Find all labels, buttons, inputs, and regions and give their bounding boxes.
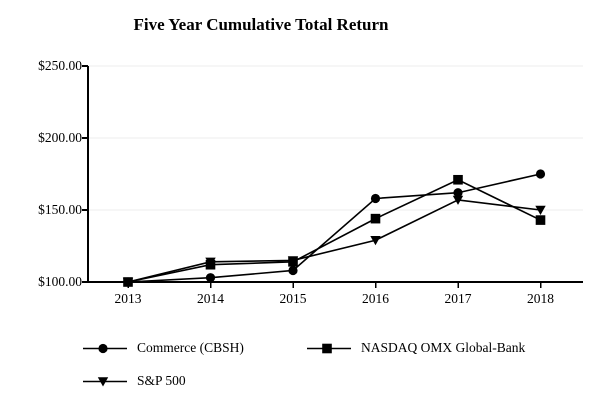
gridlines — [88, 65, 583, 211]
data-point-marker — [535, 169, 546, 179]
data-point-marker — [535, 215, 546, 225]
x-axis-tick-label: 2013 — [114, 291, 142, 306]
data-point-marker — [123, 277, 133, 287]
y-axis-tick-label: $250.00 — [38, 58, 82, 73]
x-axis-tick-label: 2018 — [527, 291, 554, 306]
series-nasdaq-omx-global-bank — [123, 174, 546, 287]
data-point-marker — [453, 188, 463, 198]
data-point-marker — [370, 236, 381, 246]
data-point-marker — [288, 265, 298, 276]
x-axis-tick-label: 2014 — [197, 291, 224, 306]
legend-marker-circle-icon — [83, 343, 127, 353]
y-axis-tick-label: $150.00 — [38, 202, 82, 217]
series-line — [127, 199, 541, 283]
data-point-marker — [205, 259, 216, 270]
legend-label-sp500: S&P 500 — [137, 373, 186, 388]
series-line — [127, 178, 541, 283]
x-axis-tick-label: 2015 — [279, 291, 307, 306]
data-point-marker — [205, 273, 216, 283]
data-point-marker — [452, 195, 464, 205]
data-point-marker — [535, 205, 546, 215]
data-point-marker — [370, 193, 381, 204]
series-line — [127, 173, 541, 283]
x-axis-tick-label: 2017 — [444, 291, 472, 306]
legend-marker-triangle-down-icon — [83, 376, 127, 386]
y-axis-tick-label: $100.00 — [38, 274, 82, 289]
legend-item-sp500: S&P 500 — [83, 373, 186, 388]
legend-label-nasdaq-omx-global-bank: NASDAQ OMX Global-Bank — [361, 340, 526, 355]
y-axis-tick-label: $200.00 — [38, 130, 82, 145]
data-point-marker — [453, 174, 463, 185]
legend-item-nasdaq-omx-global-bank: NASDAQ OMX Global-Bank — [307, 340, 526, 355]
chart-title: Five Year Cumulative Total Return — [133, 15, 389, 34]
legend-marker-square-icon — [307, 343, 351, 353]
data-point-marker — [288, 257, 298, 267]
axes — [82, 65, 583, 288]
x-axis-tick-label: 2016 — [362, 291, 389, 306]
legend-item-commerce-cbsh: Commerce (CBSH) — [83, 340, 244, 355]
data-point-marker — [370, 213, 381, 224]
legend-label-commerce-cbsh: Commerce (CBSH) — [137, 340, 244, 355]
